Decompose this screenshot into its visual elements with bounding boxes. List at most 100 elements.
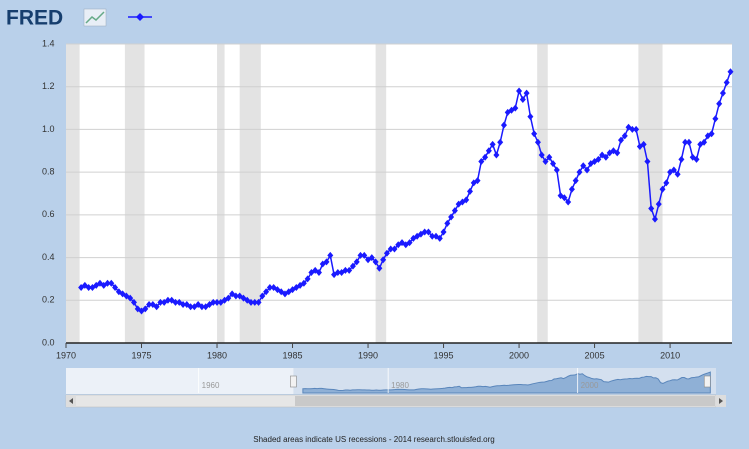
data-point [383,249,390,257]
data-point [380,256,387,264]
data-point [614,149,621,157]
data-point [682,138,689,146]
scroll-right-arrow [719,398,723,404]
data-point [440,228,447,236]
data-point [164,296,171,304]
data-point [368,254,375,262]
data-point [391,245,398,253]
data-point [421,228,428,236]
data-point [621,132,628,140]
data-point [448,213,455,221]
data-point [565,198,572,206]
scrollbar-thumb[interactable] [295,396,715,406]
data-point [708,130,715,138]
data-point [429,232,436,240]
data-point [670,166,677,174]
data-point [572,177,579,185]
data-point [527,113,534,121]
data-point [451,207,458,215]
y-tick-label: 1.4 [42,38,55,48]
x-tick-label: 1980 [207,350,227,360]
data-point [259,292,266,300]
x-tick-label: 2010 [660,350,680,360]
data-point [482,153,489,161]
data-point [357,251,364,259]
recession-band [66,44,80,343]
scroll-left-arrow [69,398,73,404]
data-point [485,147,492,155]
data-point [618,136,624,144]
data-point [85,283,92,291]
data-point [625,123,632,131]
data-point [648,204,655,212]
data-point [674,170,681,178]
data-point [406,239,413,247]
data-point [580,162,587,170]
data-point [323,258,330,266]
x-tick-label: 2005 [585,350,605,360]
data-point [315,269,322,277]
data-point [266,283,273,291]
plot-area [66,44,732,343]
data-point [142,305,149,313]
data-point [353,258,360,266]
y-tick-label: 1.0 [42,124,55,134]
x-tick-label: 1970 [56,350,76,360]
y-tick-label: 0.4 [42,252,55,262]
data-point [561,194,568,202]
data-point [474,177,481,185]
data-point [602,153,609,161]
navigator-handle[interactable] [703,375,711,388]
data-point [693,155,700,163]
data-point [546,153,553,161]
y-tick-label: 0.8 [42,167,55,177]
data-point [655,200,662,208]
data-point [108,279,115,287]
recession-band [239,44,261,343]
data-point [584,166,591,174]
data-point [659,185,666,193]
data-point [497,138,504,146]
data-point [153,303,160,311]
data-point [531,130,538,138]
data-point [466,187,473,195]
navigator-tick-label: 2000 [581,381,599,390]
data-point [663,179,670,187]
data-point [198,303,205,311]
data-point [489,140,496,148]
data-point [478,157,485,165]
data-point [349,262,356,270]
data-point [685,138,692,146]
data-point [376,264,383,272]
data-point [644,157,651,165]
navigator-tick-label: 1960 [202,381,220,390]
data-point [463,196,470,204]
data-point [723,78,730,86]
data-point [576,168,583,176]
data-point [251,298,258,306]
y-tick-label: 0.2 [42,295,55,305]
data-point [716,100,723,108]
data-point [263,288,270,296]
navigator-area [302,371,711,394]
data-point [542,157,549,165]
data-point [727,68,734,76]
navigator-mask [66,368,294,394]
data-point [361,251,368,259]
legend-marker[interactable] [128,13,152,21]
navigator-handle[interactable] [290,375,297,388]
data-point [342,266,349,274]
data-point [387,245,394,253]
y-tick-label: 1.2 [42,81,55,91]
data-point [519,96,526,104]
data-point [651,215,658,223]
x-tick-label: 1985 [283,350,303,360]
data-point [127,294,134,302]
data-point [372,258,379,266]
data-point [157,298,164,306]
logo: FRED [6,7,63,30]
y-tick-label: 0.6 [42,209,55,219]
data-point [444,219,451,227]
